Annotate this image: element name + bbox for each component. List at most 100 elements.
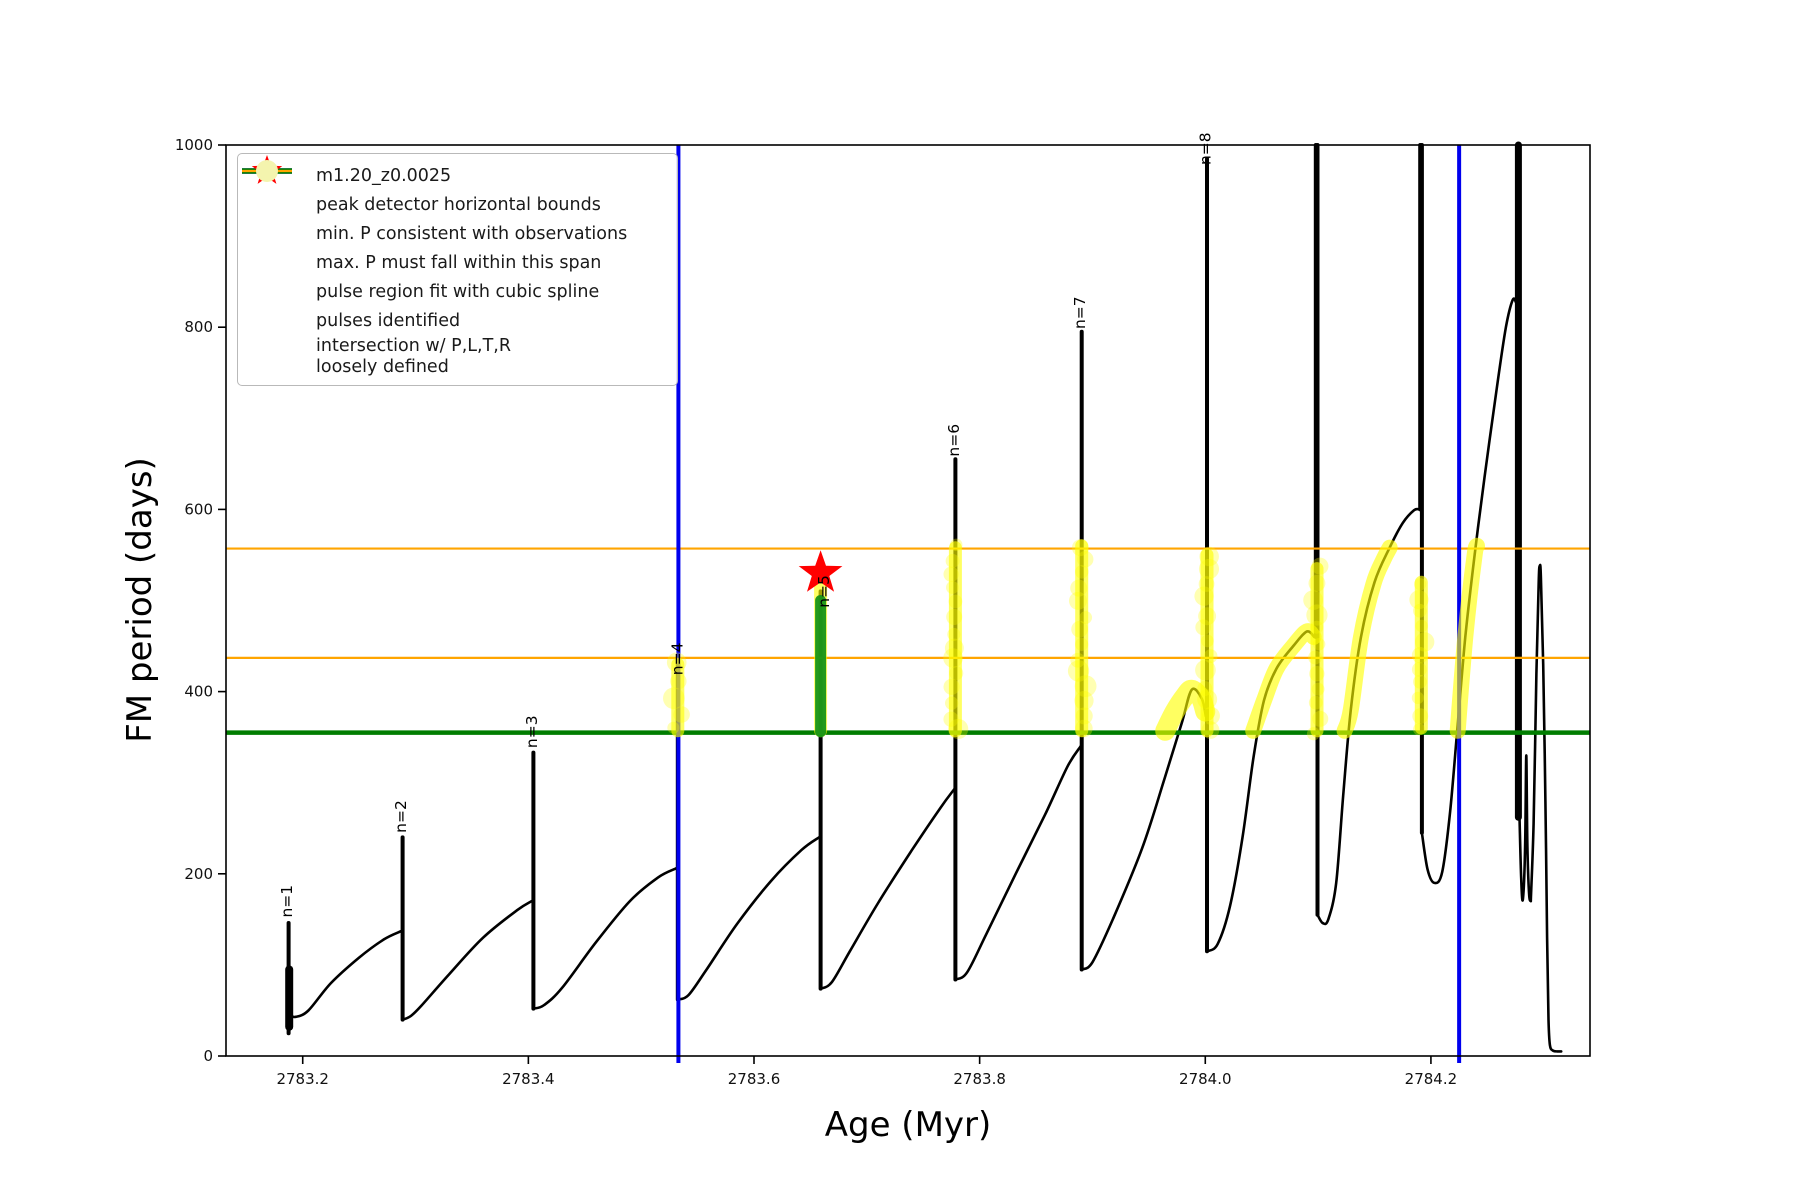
intersection-yellow-bubble xyxy=(667,721,680,734)
y-tick-label: 400 xyxy=(184,683,213,701)
intersection-yellow-bubble xyxy=(1413,723,1426,736)
peak-annotation: n=3 xyxy=(523,715,541,748)
legend-entry-label: max. P must fall within this span xyxy=(316,253,602,274)
intersection-yellow-bubble xyxy=(1411,646,1429,664)
fm-period-curve xyxy=(1316,507,1421,926)
x-tick-label: 2783.6 xyxy=(728,1070,781,1088)
intersection-yellow-bubble xyxy=(943,711,959,727)
intersection-yellow-bubble xyxy=(949,666,964,681)
intersection-yellow-bubble xyxy=(1412,708,1429,725)
intersection-yellow-bubble xyxy=(1075,637,1089,651)
intersection-yellow-bubble xyxy=(1308,695,1323,710)
y-axis-label: FM period (days) xyxy=(120,457,160,743)
intersection-yellow-bubble xyxy=(944,638,964,658)
intersection-yellow-bubble xyxy=(1308,650,1323,665)
legend-entry-label: m1.20_z0.0025 xyxy=(316,166,452,187)
intersection-yellow-bubble xyxy=(946,581,959,594)
y-tick-label: 1000 xyxy=(175,136,213,154)
intersection-yellow-bubble xyxy=(1310,620,1324,634)
legend-entry-label: min. P consistent with observations xyxy=(316,224,628,245)
intersection-yellow-bubble xyxy=(945,554,960,568)
fm-period-curve xyxy=(401,899,533,1021)
intersection-yellow-bubble xyxy=(1413,674,1427,689)
intersection-yellow-bubble xyxy=(1415,619,1428,633)
legend-entry-label: peak detector horizontal bounds xyxy=(316,195,601,216)
intersection-yellow-bubble xyxy=(673,706,690,723)
peak-annotation: n=8 xyxy=(1196,132,1214,165)
legend-entry: max. P must fall within this span xyxy=(242,169,667,278)
intersection-yellow-bubble xyxy=(1197,689,1218,710)
intersection-yellow-bubble xyxy=(1074,675,1097,698)
intersection-yellow-bubble xyxy=(1071,620,1088,638)
x-tick-label: 2784.0 xyxy=(1179,1070,1232,1088)
intersection-yellow-bubble xyxy=(1303,590,1324,611)
peak-annotation: n=1 xyxy=(278,885,296,918)
legend-entry: pulse region fit with cubic spline xyxy=(248,165,667,307)
fm-period-curve xyxy=(1518,754,1533,903)
intersection-yellow-bubble xyxy=(1311,682,1325,696)
x-tick-label: 2783.2 xyxy=(276,1070,329,1088)
intersection-yellow-segment xyxy=(1449,537,1485,739)
intersection-yellow-bubble xyxy=(1311,557,1329,575)
legend-entry: pulses identified xyxy=(248,155,667,336)
intersection-yellow-bubble xyxy=(1195,619,1212,636)
intersection-yellow-bubble xyxy=(947,627,961,641)
y-tick-label: 600 xyxy=(184,500,213,518)
intersection-yellow-bubble xyxy=(1198,576,1215,592)
legend-entry-label: intersection w/ P,L,T,R loosely defined xyxy=(316,336,511,377)
intersection-yellow-bubble xyxy=(670,672,687,690)
intersection-yellow-bubble xyxy=(1306,604,1328,626)
intersection-yellow-bubble xyxy=(1197,680,1213,697)
intersection-yellow-bubble xyxy=(1309,666,1325,682)
pulse-identified-star xyxy=(798,550,843,592)
intersection-yellow-bubble xyxy=(950,538,963,552)
intersection-yellow-bubble xyxy=(1312,710,1329,727)
intersection-yellow-bubble xyxy=(1202,706,1220,725)
intersection-yellow-bubble xyxy=(1075,707,1093,725)
legend-entry: peak detector horizontal bounds xyxy=(242,168,667,220)
intersection-yellow-bubble xyxy=(1195,659,1216,681)
intersection-yellow-bubble xyxy=(948,594,963,609)
peak-annotation: n=4 xyxy=(668,643,686,676)
intersection-yellow-bubble xyxy=(948,718,969,740)
x-tick-label: 2783.4 xyxy=(502,1070,555,1088)
intersection-yellow-segment xyxy=(1245,623,1322,739)
y-tick-label: 200 xyxy=(184,865,213,883)
axes-frame xyxy=(225,144,1591,1057)
intersection-yellow-bubble xyxy=(944,696,959,710)
intersection-yellow-bubble xyxy=(1414,632,1435,652)
fm-period-curve xyxy=(954,745,1082,981)
intersection-yellow-bubble xyxy=(943,678,960,695)
intersection-yellow-bubble xyxy=(1414,578,1427,591)
intersection-yellow-bubble xyxy=(1068,591,1087,610)
intersection-yellow-bubble xyxy=(1411,662,1427,677)
x-axis-label: Age (Myr) xyxy=(824,1105,992,1145)
fm-period-curve xyxy=(1206,629,1316,953)
legend-entry: min. P consistent with observations xyxy=(242,168,667,249)
intersection-yellow-bubble xyxy=(1071,539,1089,557)
intersection-yellow-bubble xyxy=(1070,579,1088,597)
peak-annotation: n=5 xyxy=(815,575,833,608)
intersection-yellow-bubble xyxy=(1201,634,1214,648)
peak-annotation: n=7 xyxy=(1071,296,1089,329)
intersection-yellow-bubble xyxy=(1075,719,1093,738)
fm-period-curve xyxy=(288,929,403,1019)
intersection-yellow-bubble xyxy=(1077,551,1094,568)
x-tick-label: 2783.8 xyxy=(953,1070,1006,1088)
intersection-yellow-bubble xyxy=(1306,727,1321,741)
fm-period-curve xyxy=(1529,563,1563,1053)
intersection-yellow-bubble xyxy=(1079,611,1093,624)
legend-entry: m1.20_z0.0025 xyxy=(242,162,667,191)
intersection-yellow-bubble xyxy=(1308,574,1326,592)
legend-entry: intersection w/ P,L,T,R loosely defined xyxy=(248,160,667,377)
intersection-yellow-bubble xyxy=(1198,558,1220,580)
intersection-yellow-bubble xyxy=(1199,546,1219,567)
intersection-yellow-bubble xyxy=(1074,565,1089,579)
peak-annotation: n=6 xyxy=(945,424,963,457)
intersection-yellow-bubble xyxy=(1409,590,1429,610)
intersection-yellow-bubble xyxy=(666,652,687,673)
intersection-yellow-bubble xyxy=(946,608,963,625)
